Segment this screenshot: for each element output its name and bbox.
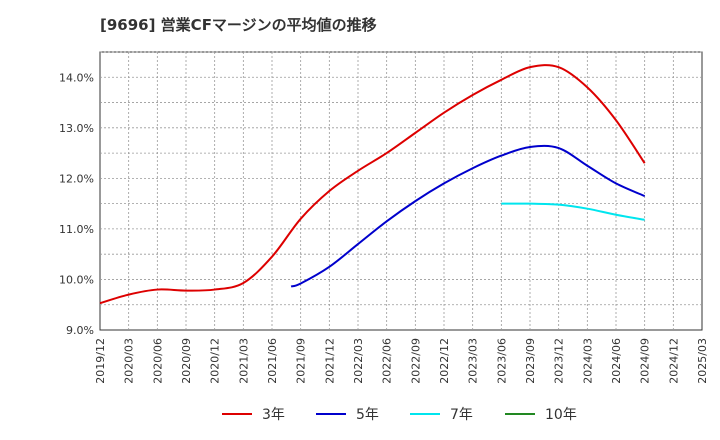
x-tick-label: 2019/12 — [94, 338, 107, 384]
x-tick-label: 2022/06 — [381, 338, 394, 384]
y-tick-label: 14.0% — [59, 71, 94, 84]
x-tick-label: 2020/06 — [151, 338, 164, 384]
y-tick-label: 11.0% — [59, 223, 94, 236]
legend: 3年 5年 7年 10年 — [222, 407, 577, 423]
series-line-3 — [501, 202, 645, 221]
x-tick-label: 2022/09 — [409, 338, 422, 384]
x-tick-label: 2021/03 — [237, 338, 250, 384]
x-tick-label: 2024/06 — [610, 338, 623, 384]
x-tick-label: 2024/03 — [581, 338, 594, 384]
legend-label-3: 7年 — [450, 407, 473, 423]
legend-label-4: 10年 — [545, 407, 577, 423]
y-tick-label: 12.0% — [59, 172, 94, 185]
series-line-1 — [99, 64, 646, 305]
x-tick-label: 2020/03 — [123, 338, 136, 384]
x-tick-label: 2020/12 — [209, 338, 222, 384]
y-tick-label: 13.0% — [59, 122, 94, 135]
x-tick-label: 2024/09 — [639, 338, 652, 384]
x-tick-label: 2023/06 — [495, 338, 508, 384]
x-tick-label: 2021/09 — [295, 338, 308, 384]
series-line-2 — [290, 144, 646, 288]
x-tick-label: 2021/12 — [323, 338, 336, 384]
legend-label-2: 5年 — [356, 407, 379, 423]
y-tick-label: 10.0% — [59, 273, 94, 286]
x-tick-label: 2025/03 — [696, 338, 709, 384]
chart-title: [9696] 営業CFマージンの平均値の推移 — [100, 16, 377, 34]
plot-area: 9.0% 10.0% 11.0% 12.0% 13.0% 14.0% 2019/12 2020… — [59, 51, 709, 384]
x-tick-label: 2021/06 — [266, 338, 279, 384]
y-tick-label: 9.0% — [66, 324, 94, 337]
x-tick-label: 2023/03 — [467, 338, 480, 384]
x-tick-label: 2023/09 — [524, 338, 537, 384]
x-tick-label: 2022/12 — [438, 338, 451, 384]
legend-label-1: 3年 — [262, 407, 285, 423]
x-tick-label: 2020/09 — [180, 338, 193, 384]
x-tick-label: 2023/12 — [553, 338, 566, 384]
x-tick-label: 2024/12 — [667, 338, 680, 384]
x-tick-label: 2022/03 — [352, 338, 365, 384]
plot-border — [99, 51, 703, 331]
